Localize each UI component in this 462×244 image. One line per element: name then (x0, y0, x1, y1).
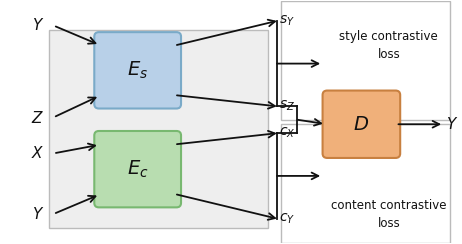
Text: $X$: $X$ (30, 145, 44, 162)
Text: $s_Z$: $s_Z$ (279, 99, 295, 113)
FancyBboxPatch shape (322, 91, 400, 158)
Text: $D$: $D$ (353, 115, 370, 134)
Text: $Y$: $Y$ (446, 116, 458, 132)
FancyBboxPatch shape (94, 131, 181, 207)
Text: $Z$: $Z$ (31, 110, 44, 125)
Text: content contrastive: content contrastive (331, 199, 447, 212)
FancyBboxPatch shape (281, 1, 450, 120)
Text: $E_s$: $E_s$ (127, 60, 148, 81)
Text: $Y$: $Y$ (32, 17, 44, 33)
FancyBboxPatch shape (281, 124, 450, 243)
Text: loss: loss (377, 217, 400, 230)
Text: loss: loss (377, 48, 400, 61)
Text: $Y$: $Y$ (32, 206, 44, 222)
Text: $s_Y$: $s_Y$ (279, 14, 295, 28)
FancyBboxPatch shape (49, 30, 268, 228)
Text: $c_X$: $c_X$ (279, 126, 296, 141)
Text: $E_c$: $E_c$ (127, 159, 148, 180)
FancyBboxPatch shape (94, 32, 181, 109)
Text: $c_Y$: $c_Y$ (279, 211, 295, 226)
Text: style contrastive: style contrastive (340, 30, 438, 43)
